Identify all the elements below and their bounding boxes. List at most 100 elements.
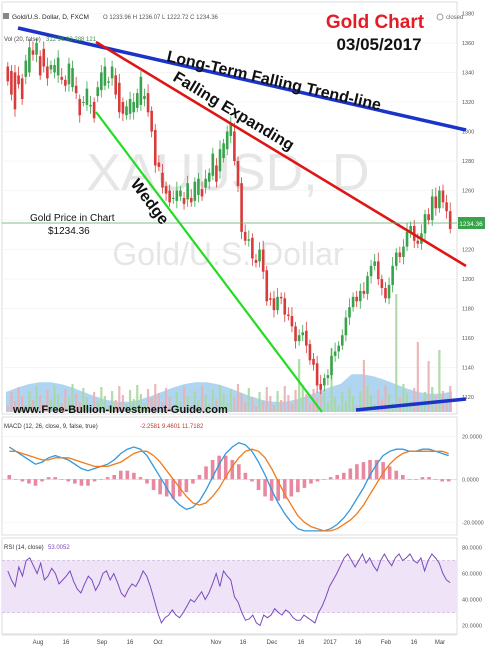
macd-hist-bar [322,479,326,480]
candle-body [143,96,146,100]
macd-hist-bar [99,479,103,480]
volume-bar [78,402,81,412]
x-tick-label: Oct [153,640,163,646]
volume-bar [344,401,347,412]
volume-bar [387,394,391,412]
x-axis: Aug 16 Sep 16 Oct Nov 16 Dec 16 2017 16 Feb 16 Mar [2,634,457,646]
candle-body [74,85,78,94]
macd-hist-bar [73,479,77,484]
volume-bar [348,387,351,412]
volume-bar [35,386,38,412]
volume-bar [179,401,182,412]
macd-tick-label: 0.0000 [462,477,479,483]
candle-body [161,172,164,188]
volume-bar [434,396,437,412]
x-tick-label: Sep [97,640,108,646]
price-tick-label: 1300 [462,129,474,135]
candles [6,38,452,395]
candle-body [218,149,222,172]
macd-hist-bar [276,479,280,501]
macd-tick-label: 20.0000 [462,434,482,440]
candle-body [6,66,10,82]
volume-bar [290,404,294,412]
volume-bar [326,402,330,412]
macd-axis: 20.0000 0.0000 -20.0000 [2,434,484,526]
macd-hist-bar [223,455,228,480]
price-tick-label: 1260 [462,189,474,195]
candle-body [153,130,157,166]
macd-hist-bar [256,479,261,491]
volume-bar [42,404,45,412]
macd-values: -2.2581 9.4601 11.7182 [140,424,204,430]
volume-bar [341,392,344,412]
volume-bar [150,398,153,412]
closed-label: closed [446,15,463,21]
macd-hist-bar [407,479,412,480]
volume-bar [395,294,398,412]
volume-bar [128,390,132,412]
volume-bar [229,389,232,412]
rsi-line [7,552,451,627]
clock-icon [436,13,444,21]
volume-bar [89,406,92,412]
volume-bar [204,395,207,412]
macd-hist-bar [40,479,44,482]
x-tick-label: 16 [127,640,134,646]
candle-body [387,285,391,299]
candle-body [67,63,71,85]
volume-bar [146,389,150,412]
price-tick-label: 1380 [462,11,474,17]
volume-bar [93,392,96,412]
candle-body [53,65,56,73]
volume-bar [96,401,99,412]
volume-bar [240,393,243,412]
candle-body [384,287,387,299]
candle-body [82,101,85,103]
candle-body [326,375,330,379]
candle-body [236,161,240,187]
volume-bar [31,400,35,412]
macd-tick-label: -20.0000 [462,520,484,526]
macd-hist-bar [191,479,195,484]
candle-body [182,197,186,204]
volume-bar [369,395,373,412]
volume-bar [197,400,200,412]
candle-body [150,110,153,132]
macd-hist-bar [361,462,366,480]
volume-bar [67,398,71,412]
candle-body [46,66,49,79]
candle-body [211,153,215,176]
macd-hist-bar [27,479,31,484]
volume-bar [377,390,380,412]
candle-body [402,246,405,257]
price-tick-label: 1200 [462,277,474,283]
macd-hist-bar [230,459,235,480]
macd-hist-bar [394,470,399,480]
candle-body [103,66,107,86]
chart-date: 03/05/2017 [336,35,421,54]
price-pane-border [1,1,458,415]
candle-body [261,249,265,272]
candle-body [272,298,276,311]
volume-bar [280,400,283,412]
volume-bar [416,342,419,412]
volume-bar [17,387,20,412]
candle-body [35,42,38,55]
rsi-tick-label: 40.0000 [462,598,482,604]
candle-body [85,88,89,105]
price-value: $1234.36 [48,226,90,237]
macd-hist-bar [14,479,18,480]
macd-hist-bar [217,455,221,480]
volume-bar [402,384,405,412]
rsi-axis: 20.0000 40.0000 60.0000 80.0000 [462,546,482,630]
volume-bar [233,398,236,412]
candle-body [96,87,100,97]
macd-hist-bar [289,479,294,497]
candle-body [193,181,197,201]
rsi-value: 53.0052 [48,545,70,551]
candle-body [380,279,384,288]
candle-body [31,50,35,55]
candle-body [179,190,182,197]
volume-bar [132,399,135,412]
macd-hist-bar [210,459,215,480]
